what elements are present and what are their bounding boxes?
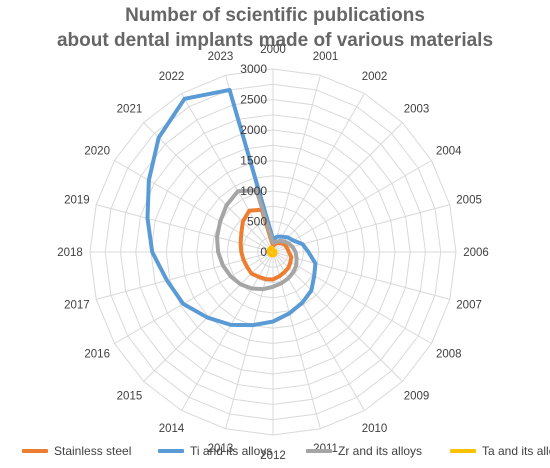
category-label: 2001: [313, 51, 339, 63]
category-label: 2014: [159, 423, 185, 435]
legend-item: Zr and its alloys: [306, 444, 422, 458]
legend-label: Stainless steel: [54, 444, 132, 458]
grid-spoke: [272, 93, 365, 253]
legend-item: Ti and its alloys: [158, 444, 272, 458]
series-line-stainless-steel: [238, 207, 294, 282]
category-label: 2021: [117, 103, 143, 115]
category-label: 2015: [117, 391, 143, 403]
grid-spoke: [272, 122, 403, 253]
grid-spoke: [272, 75, 321, 253]
legend-label: Ta and its alloys: [482, 444, 550, 458]
legend-swatch: [22, 449, 48, 453]
category-label: 2019: [64, 194, 90, 206]
category-label: 2002: [362, 71, 388, 83]
series-line-ta-and-its-alloys: [266, 245, 278, 258]
radial-tick-label: 500: [247, 215, 267, 229]
legend-item: Ta and its alloys: [450, 444, 550, 458]
category-label: 2020: [84, 146, 110, 158]
legend-swatch: [158, 449, 184, 453]
radial-tick-label: 1500: [240, 154, 267, 168]
category-label: 2010: [362, 423, 388, 435]
grid-spoke: [114, 160, 274, 253]
chart-title-line-2: about dental implants made of various ma…: [56, 30, 494, 51]
grid-spoke: [272, 251, 450, 300]
grid-spoke: [143, 122, 274, 253]
category-label: 2006: [463, 247, 489, 259]
legend-swatch: [450, 449, 476, 453]
legend-swatch: [306, 449, 332, 453]
category-label: 2017: [64, 300, 90, 312]
series-line-ti-and-its-alloys: [145, 87, 318, 328]
category-label: 2022: [159, 71, 185, 83]
grid-spoke: [272, 160, 432, 253]
grid-spoke: [181, 93, 274, 253]
category-label: 2023: [208, 51, 234, 63]
grid-spoke: [225, 251, 274, 429]
radial-tick-label: 2000: [240, 123, 267, 137]
series-line-zr-and-its-alloys: [215, 188, 299, 292]
chart-title-line-1: Number of scientific publications: [125, 5, 425, 26]
grid-spoke: [114, 251, 274, 344]
category-label: 2000: [260, 44, 286, 56]
category-label: 2013: [208, 443, 234, 455]
chart-legend: Stainless steel Ti and its alloys Zr and i…: [0, 444, 550, 464]
grid-spoke: [96, 204, 274, 253]
radial-tick-label: 2500: [240, 93, 267, 107]
radial-tick-label: 3000: [240, 62, 267, 76]
legend-item: Stainless steel: [22, 444, 131, 458]
category-label: 2005: [456, 194, 482, 206]
category-label: 2009: [404, 391, 430, 403]
legend-label: Zr and its alloys: [338, 444, 423, 458]
grid-spoke: [96, 251, 274, 300]
category-label: 2007: [456, 300, 482, 312]
grid-spoke: [272, 251, 365, 411]
grid-spoke: [272, 251, 432, 344]
category-label: 2016: [84, 349, 110, 361]
category-label: 2004: [436, 146, 462, 158]
category-label: 2008: [436, 349, 462, 361]
radial-tick-label: 1000: [240, 184, 267, 198]
radial-tick-label: 0: [260, 245, 267, 259]
category-label: 2003: [404, 103, 430, 115]
category-label: 2012: [260, 450, 286, 462]
legend-label: Ti and its alloys: [190, 444, 273, 458]
category-label: 2018: [57, 247, 83, 259]
